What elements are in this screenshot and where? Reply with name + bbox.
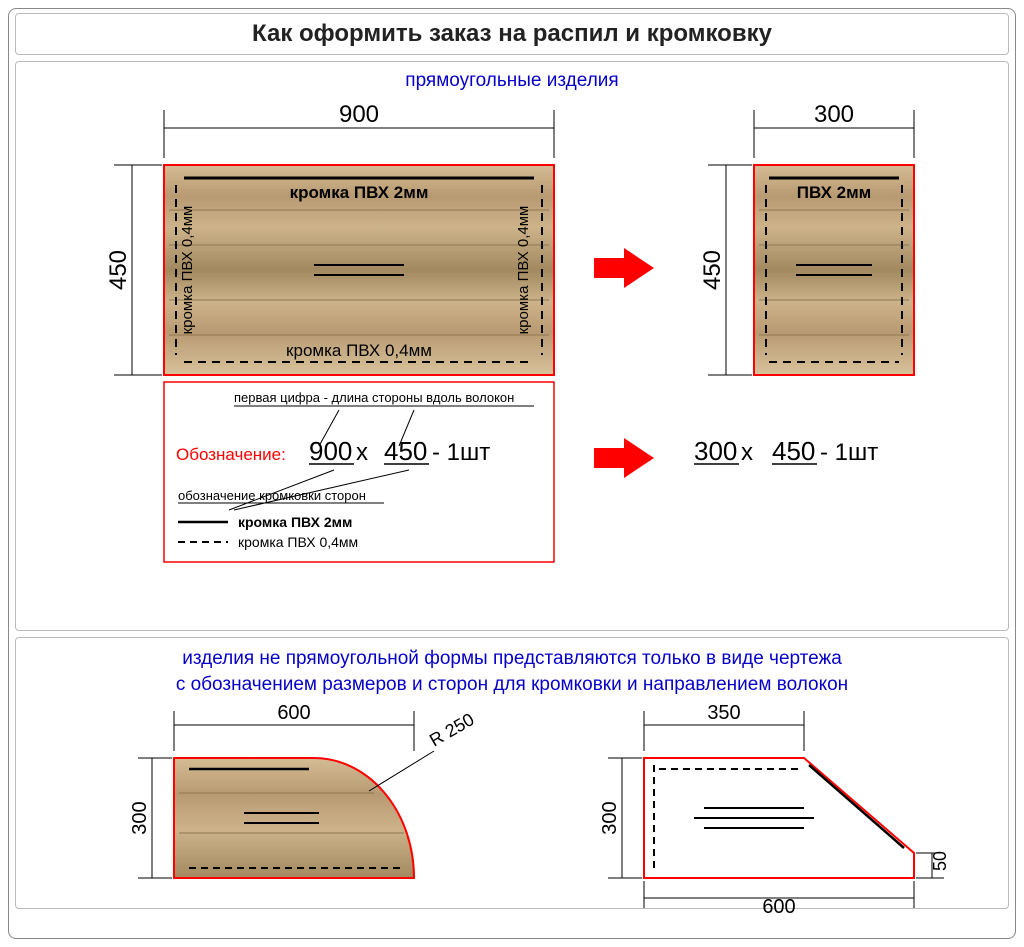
radius-label: R 250 — [426, 709, 478, 750]
not2-b: 450 — [772, 436, 815, 466]
shape-rounded — [174, 758, 414, 878]
page-title: Как оформить заказ на распил и кромковку — [15, 13, 1009, 55]
notation-box — [164, 382, 554, 562]
dim-50: 50 — [930, 851, 950, 871]
subtitle-shapes: изделия не прямоугольной формы представл… — [24, 646, 1000, 697]
edge-top: кромка ПВХ 2мм — [290, 183, 429, 202]
arrow-icon — [594, 438, 654, 478]
edge-top-small: ПВХ 2мм — [797, 183, 872, 202]
dim-900: 900 — [339, 101, 379, 128]
notation-x: x — [356, 439, 368, 466]
edge-right: кромка ПВХ 0,4мм — [515, 206, 532, 335]
dim-300-l: 300 — [129, 802, 151, 835]
not2-x: x — [741, 439, 753, 466]
subtitle-rect: прямоугольные изделия — [24, 70, 1000, 92]
notation-dim-a: 900 — [309, 436, 352, 466]
dim-450-left: 450 — [105, 250, 132, 290]
not2-a: 300 — [694, 436, 737, 466]
edge-left: кромка ПВХ 0,4мм — [179, 206, 196, 335]
notation-label: Обозначение: — [176, 445, 286, 464]
section-rectangular: прямоугольные изделия — [15, 61, 1009, 631]
diagram-rect: 900 450 — [24, 100, 1004, 625]
dim-450-right: 450 — [699, 250, 726, 290]
diagram-shapes: 600 300 — [24, 703, 1004, 913]
legend-dashed: кромка ПВХ 0,4мм — [238, 534, 358, 550]
dim-600-l: 600 — [277, 703, 310, 724]
notation-dim-b: 450 — [384, 436, 427, 466]
dim-350: 350 — [707, 703, 740, 724]
notation-hint: первая цифра - длина стороны вдоль волок… — [234, 390, 514, 405]
dim-600-r: 600 — [762, 896, 795, 913]
dim-300-r: 300 — [599, 802, 621, 835]
legend-title: обозначение кромковки сторон — [178, 488, 366, 503]
not2-qty: - 1шт — [820, 439, 878, 466]
section-shapes: изделия не прямоугольной формы представл… — [15, 637, 1009, 909]
arrow-icon — [594, 248, 654, 288]
legend-solid: кромка ПВХ 2мм — [238, 514, 352, 530]
edge-bottom: кромка ПВХ 0,4мм — [286, 341, 432, 360]
dim-300: 300 — [814, 101, 854, 128]
notation-qty: - 1шт — [432, 439, 490, 466]
